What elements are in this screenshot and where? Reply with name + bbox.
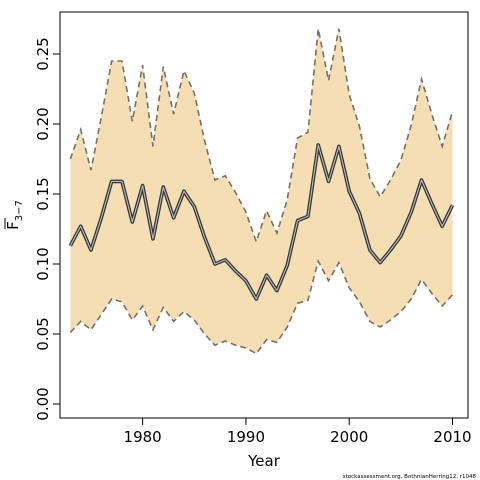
x-axis-title: Year <box>247 452 281 470</box>
lower-bound-line <box>69 259 454 355</box>
x-tick-label: 1980 <box>124 428 162 446</box>
y-tick-label: 0.25 <box>34 37 52 70</box>
y-tick-label: 0.05 <box>34 317 52 350</box>
y-tick-label: 0.20 <box>34 107 52 140</box>
y-tick-label: 0.00 <box>34 387 52 420</box>
y-tick-label: 0.15 <box>34 177 52 210</box>
y-axis-title-main: F <box>4 221 22 230</box>
x-tick-label: 2000 <box>330 428 368 446</box>
source-credit: stockassessment.org, BothnianHerring12, … <box>343 474 477 480</box>
upper-bound-line <box>69 28 454 245</box>
y-axis-title: F3−7 <box>4 200 25 230</box>
estimate-line <box>69 144 453 300</box>
x-tick-label: 1990 <box>227 428 265 446</box>
y-axis-title-subscript: 3−7 <box>14 200 25 221</box>
confidence-band <box>70 28 453 354</box>
x-tick-label: 2010 <box>433 428 471 446</box>
plot-frame <box>59 11 469 419</box>
y-tick-label: 0.10 <box>34 247 52 280</box>
